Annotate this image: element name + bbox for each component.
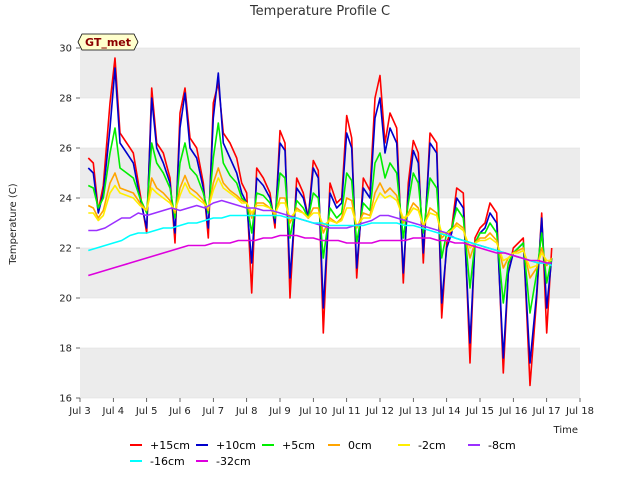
- y-tick-label: 16: [59, 394, 72, 405]
- x-tick-label: Jul 6: [168, 406, 191, 417]
- y-tick-label: 24: [59, 194, 72, 205]
- series-line-2cm: [88, 177, 552, 269]
- x-tick-label: Jul 10: [298, 406, 327, 417]
- legend-label: +5cm: [282, 439, 315, 452]
- y-axis-label: Temperature (C): [8, 183, 19, 265]
- legend-label: -8cm: [488, 439, 516, 452]
- legend-label: -16cm: [150, 455, 185, 468]
- x-tick-label: Jul 18: [565, 406, 594, 417]
- badge-label: GT_met: [85, 36, 131, 49]
- x-tick-label: Jul 4: [102, 406, 125, 417]
- badge-shape: [77, 33, 139, 51]
- grid-band: [80, 348, 580, 398]
- series-lines: [87, 57, 553, 387]
- x-tick-label: Jul 3: [68, 406, 91, 417]
- x-tick-label: Jul 11: [332, 406, 361, 417]
- x-tick-label: Jul 15: [465, 406, 494, 417]
- series-line-16cm: [88, 214, 553, 267]
- y-tick-label: 28: [59, 94, 72, 105]
- legend-label: +10cm: [216, 439, 256, 452]
- y-tick-label: 22: [59, 244, 72, 255]
- x-tick-label: Jul 7: [202, 406, 225, 417]
- series-line-32cm: [88, 234, 552, 277]
- x-tick-label: Jul 5: [135, 406, 158, 417]
- chart-title: Temperature Profile C: [249, 4, 390, 19]
- x-axis-label: Time: [553, 425, 578, 436]
- x-tick-label: Jul 13: [398, 406, 427, 417]
- grid-band: [80, 98, 580, 148]
- x-tick-label: Jul 8: [235, 406, 258, 417]
- grid-band: [80, 298, 580, 348]
- legend-label: +15cm: [150, 439, 190, 452]
- x-tick-label: Jul 9: [268, 406, 291, 417]
- legend-label: -2cm: [418, 439, 446, 452]
- legend-label: -32cm: [216, 455, 251, 468]
- x-axis-ticks: Jul 3 Jul 4 Jul 5 Jul 6 Jul 7 Jul 8 Jul 9 Jul 1…: [68, 398, 594, 417]
- x-tick-label: Jul 16: [498, 406, 527, 417]
- y-axis-ticks: 16 18 20 22 24 26 28 30: [59, 44, 80, 405]
- gt-met-badge: GT_met: [77, 33, 139, 51]
- legend: +15cm +10cm +5cm 0cm -2cm -8cm -16cm -32cm: [130, 439, 516, 468]
- legend-label: 0cm: [348, 439, 372, 452]
- grid-band: [80, 248, 580, 298]
- grid-bands: [80, 47, 580, 399]
- y-tick-label: 20: [59, 294, 72, 305]
- x-tick-label: Jul 14: [432, 406, 461, 417]
- y-tick-label: 18: [59, 344, 72, 355]
- grid-band: [80, 48, 580, 98]
- y-tick-label: 26: [59, 144, 72, 155]
- y-tick-label: 30: [59, 44, 72, 55]
- x-tick-label: Jul 17: [532, 406, 561, 417]
- x-tick-label: Jul 12: [365, 406, 394, 417]
